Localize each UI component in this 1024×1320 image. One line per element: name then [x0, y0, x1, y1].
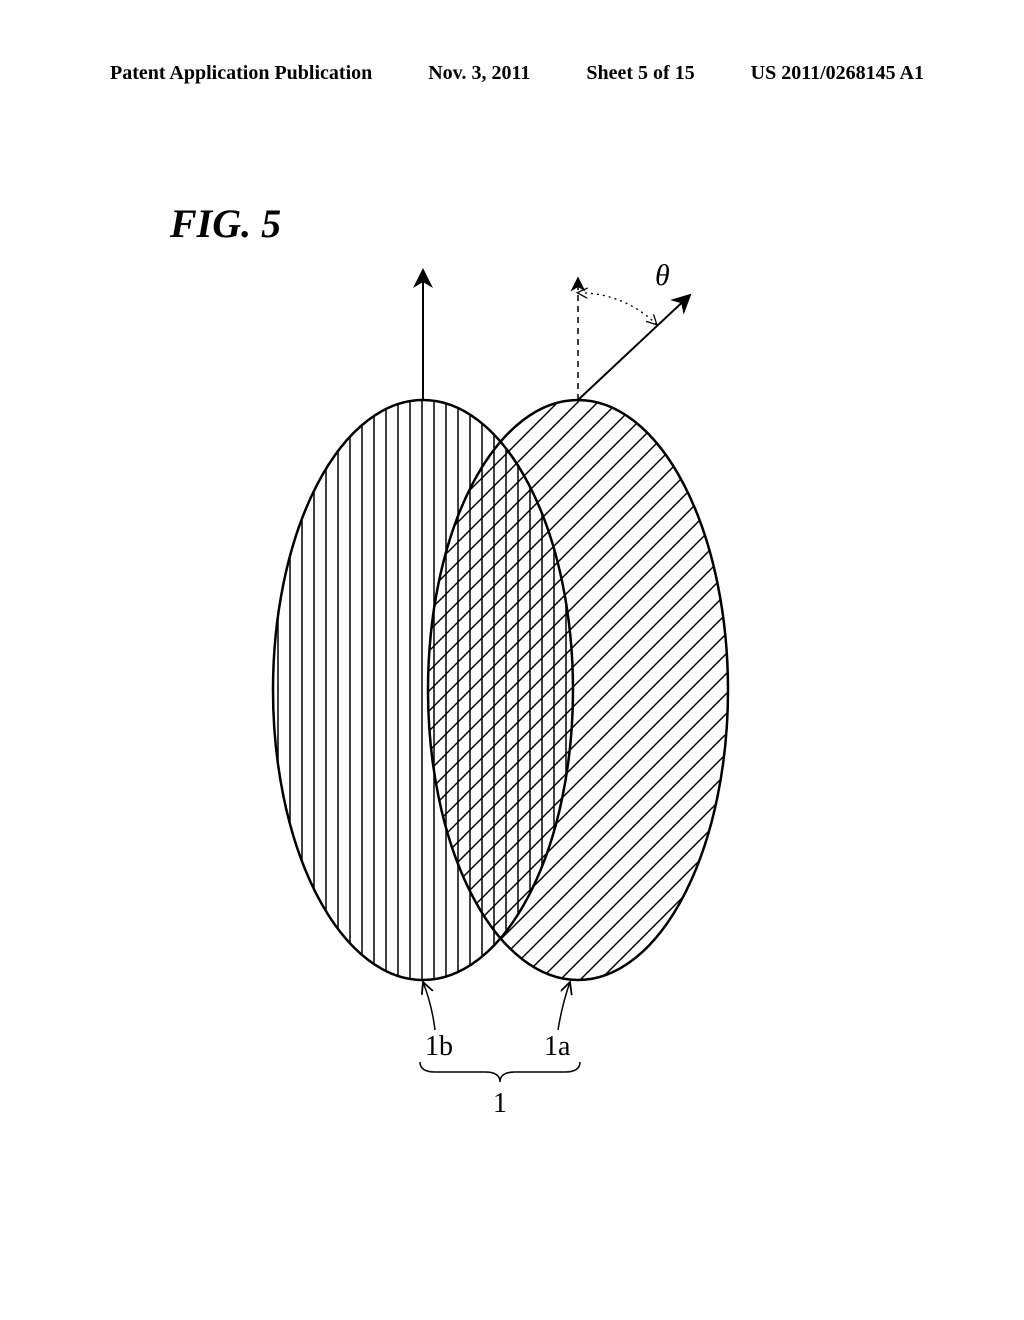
header-right: US 2011/0268145 A1 [751, 62, 924, 85]
pointer-1b [423, 982, 435, 1030]
arrow-right-diagonal [578, 295, 690, 400]
group-brace [420, 1062, 580, 1082]
theta-label: θ [655, 260, 670, 292]
label-group-1: 1 [493, 1088, 507, 1119]
figure-label: FIG. 5 [170, 200, 281, 247]
label-1b: 1b [425, 1031, 453, 1062]
header-left: Patent Application Publication [110, 62, 372, 85]
header-sheet: Sheet 5 of 15 [586, 62, 694, 85]
polarization-diagram: θ 1b 1a 1 [200, 260, 820, 1160]
theta-arc [585, 293, 657, 325]
label-1a: 1a [544, 1031, 571, 1062]
page-header: Patent Application Publication Nov. 3, 2… [0, 62, 1024, 85]
header-center: Nov. 3, 2011 [428, 62, 530, 85]
pointer-1a [558, 982, 570, 1030]
